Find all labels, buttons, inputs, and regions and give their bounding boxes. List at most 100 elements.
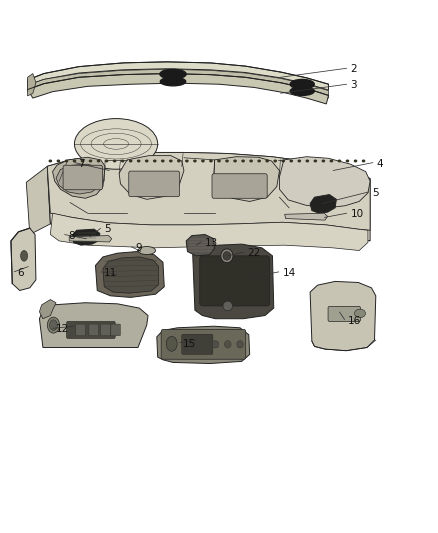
FancyBboxPatch shape (101, 324, 110, 336)
Polygon shape (56, 164, 102, 194)
Ellipse shape (282, 160, 284, 162)
Ellipse shape (234, 160, 236, 162)
Polygon shape (279, 157, 370, 208)
Polygon shape (69, 236, 112, 242)
Text: 22: 22 (247, 248, 261, 258)
Ellipse shape (178, 160, 180, 162)
Text: 14: 14 (283, 268, 296, 278)
Ellipse shape (290, 87, 314, 95)
Ellipse shape (65, 160, 67, 162)
Ellipse shape (89, 160, 92, 162)
Text: 4: 4 (377, 159, 383, 168)
FancyBboxPatch shape (129, 171, 180, 197)
Text: 16: 16 (348, 316, 361, 326)
Ellipse shape (160, 69, 186, 79)
Ellipse shape (74, 119, 158, 169)
Polygon shape (157, 326, 250, 364)
Ellipse shape (266, 160, 268, 162)
Polygon shape (39, 303, 148, 348)
Ellipse shape (49, 160, 52, 162)
Polygon shape (11, 228, 36, 290)
Polygon shape (28, 62, 328, 90)
Polygon shape (310, 195, 336, 213)
Polygon shape (39, 300, 56, 319)
Ellipse shape (138, 160, 140, 162)
Ellipse shape (223, 252, 231, 260)
FancyBboxPatch shape (76, 324, 85, 336)
Text: 6: 6 (18, 268, 24, 278)
Text: 5: 5 (104, 224, 111, 234)
Ellipse shape (106, 160, 108, 162)
FancyBboxPatch shape (67, 321, 115, 338)
Ellipse shape (57, 160, 60, 162)
Ellipse shape (274, 160, 276, 162)
Polygon shape (53, 157, 105, 198)
Ellipse shape (212, 341, 219, 348)
Ellipse shape (223, 301, 233, 311)
Polygon shape (72, 229, 100, 245)
Ellipse shape (346, 160, 349, 162)
Text: 15: 15 (183, 339, 196, 349)
Text: 11: 11 (104, 268, 117, 278)
Ellipse shape (242, 160, 244, 162)
Polygon shape (95, 252, 164, 297)
Text: 2: 2 (350, 64, 357, 74)
Ellipse shape (162, 160, 164, 162)
Text: 12: 12 (56, 325, 69, 334)
Ellipse shape (113, 160, 116, 162)
FancyBboxPatch shape (63, 165, 102, 190)
FancyBboxPatch shape (182, 334, 213, 354)
Ellipse shape (306, 160, 308, 162)
Text: 8: 8 (68, 231, 74, 240)
Polygon shape (28, 74, 328, 104)
Ellipse shape (298, 160, 300, 162)
Polygon shape (186, 235, 215, 256)
Ellipse shape (97, 160, 99, 162)
Polygon shape (47, 152, 370, 230)
Polygon shape (285, 213, 328, 220)
Ellipse shape (21, 251, 28, 261)
Polygon shape (28, 74, 36, 96)
Ellipse shape (225, 341, 231, 348)
Polygon shape (119, 156, 184, 199)
Ellipse shape (138, 246, 155, 255)
Polygon shape (47, 152, 370, 241)
FancyBboxPatch shape (200, 256, 270, 306)
Polygon shape (28, 69, 328, 98)
Ellipse shape (145, 160, 148, 162)
FancyBboxPatch shape (328, 306, 360, 321)
Ellipse shape (290, 79, 314, 89)
Polygon shape (50, 213, 368, 251)
Ellipse shape (290, 160, 293, 162)
Ellipse shape (354, 309, 365, 318)
Ellipse shape (354, 160, 357, 162)
Ellipse shape (154, 160, 156, 162)
Ellipse shape (338, 160, 341, 162)
Polygon shape (26, 166, 50, 235)
Ellipse shape (49, 320, 57, 330)
Ellipse shape (210, 160, 212, 162)
Polygon shape (193, 244, 274, 319)
Polygon shape (214, 157, 279, 201)
Ellipse shape (170, 160, 172, 162)
Ellipse shape (237, 341, 244, 348)
Ellipse shape (322, 160, 325, 162)
Ellipse shape (202, 160, 204, 162)
Ellipse shape (186, 160, 188, 162)
Ellipse shape (160, 77, 186, 86)
Ellipse shape (194, 160, 196, 162)
Text: 10: 10 (350, 209, 364, 219)
Ellipse shape (314, 160, 316, 162)
Ellipse shape (74, 160, 76, 162)
Ellipse shape (81, 160, 84, 162)
Ellipse shape (250, 160, 252, 162)
Text: 9: 9 (135, 243, 141, 253)
Ellipse shape (221, 249, 233, 263)
Ellipse shape (330, 160, 332, 162)
Ellipse shape (47, 317, 60, 333)
Polygon shape (310, 281, 376, 351)
Polygon shape (103, 257, 159, 293)
Text: 5: 5 (372, 188, 379, 198)
Ellipse shape (226, 160, 228, 162)
Text: 13: 13 (205, 238, 218, 247)
